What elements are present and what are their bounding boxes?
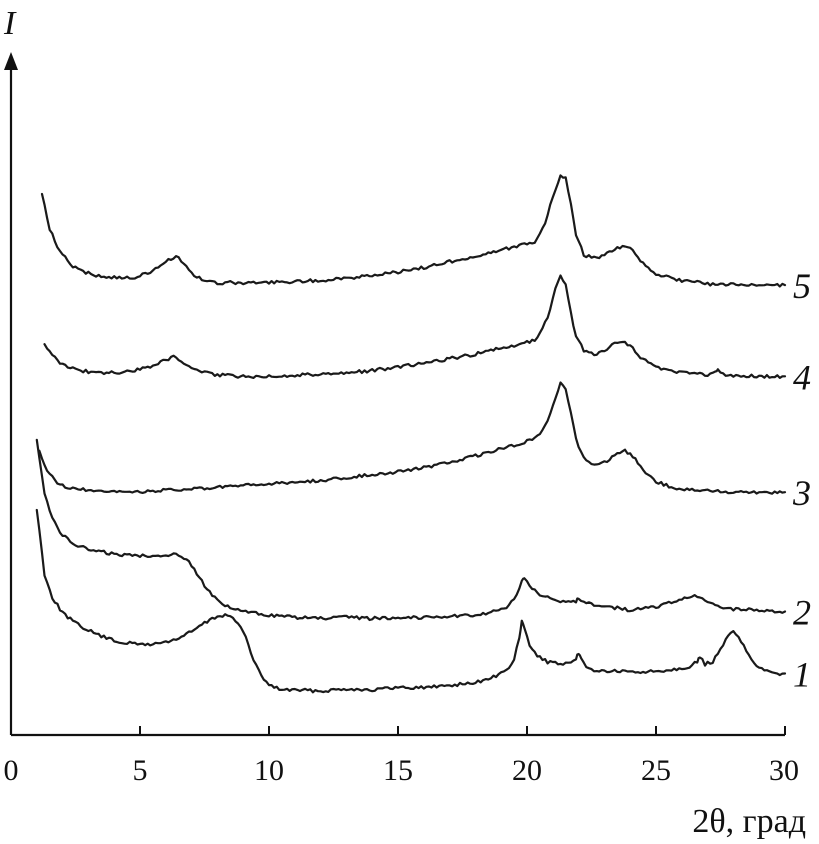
- traces: [35, 174, 787, 694]
- x-tick-label: 25: [641, 754, 671, 787]
- x-tick-label: 5: [133, 754, 148, 787]
- series-4-line: [43, 274, 787, 379]
- x-tick-label: 20: [512, 754, 542, 787]
- series-1-line: [35, 508, 787, 694]
- series-3-label: 3: [792, 473, 811, 513]
- series-4-label: 4: [793, 357, 811, 397]
- x-axis-ticks: 0 5 10 15 20 25 30: [4, 726, 799, 787]
- x-axis-title: 2θ, град: [692, 803, 806, 840]
- x-tick-label: 30: [769, 754, 799, 787]
- series-5-line: [40, 174, 787, 288]
- y-axis-title: I: [3, 5, 17, 42]
- series-2-line: [35, 438, 787, 622]
- axes: I 2θ, град: [3, 5, 806, 840]
- series-5-label: 5: [793, 266, 811, 306]
- y-axis-arrow: [4, 52, 18, 70]
- series-3-line: [38, 381, 787, 495]
- x-tick-label: 15: [383, 754, 413, 787]
- series-1-label: 1: [793, 655, 811, 695]
- series-labels: 1 2 3 4 5: [792, 266, 811, 694]
- x-tick-label: 0: [4, 754, 19, 787]
- series-2-label: 2: [793, 592, 811, 632]
- x-tick-label: 10: [254, 754, 284, 787]
